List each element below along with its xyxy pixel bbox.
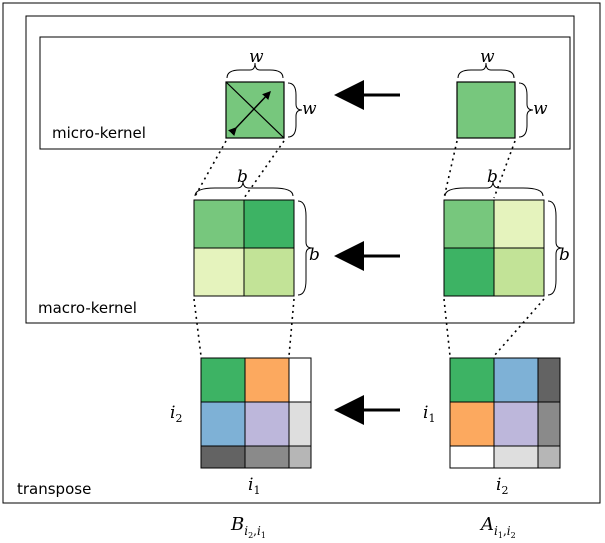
micro-kernel-frame [39, 36, 571, 150]
macro-tile-left [193, 199, 295, 297]
micro-right-side-w: w [533, 99, 548, 119]
matrix-a-cell-1-2 [537, 401, 561, 447]
matrix-a-caption: Ai1,i2 [479, 514, 516, 540]
matrix-b-cell-2-2 [288, 445, 312, 469]
matrix-b-cell-1-1 [244, 401, 290, 447]
matrix-b-cell-0-0 [200, 357, 246, 403]
micro-right-top-w: w [480, 47, 495, 67]
matrix-a-cell-2-0 [449, 445, 495, 469]
micro-left-top-brace [226, 62, 284, 79]
matrix-b-grid [200, 357, 312, 469]
matrix-a-cell-2-1 [493, 445, 539, 469]
micro-left-top-w: w [249, 47, 264, 67]
macro-right-top-b: b [487, 167, 498, 187]
matrix-b-cell-0-2 [288, 357, 312, 403]
matrix-a-row-label: i1 [423, 403, 435, 425]
matrix-a-cell-1-0 [449, 401, 495, 447]
matrix-b-cell-1-2 [288, 401, 312, 447]
transpose-label: transpose [17, 480, 91, 498]
matrix-b-cell-1-0 [200, 401, 246, 447]
matrix-a-grid [449, 357, 561, 469]
matrix-b-cell-2-1 [244, 445, 290, 469]
macro-left-side-b: b [309, 245, 320, 265]
micro-tile-right [456, 81, 516, 139]
matrix-a-col-label: i2 [496, 475, 508, 497]
macro-left-top-b: b [237, 167, 248, 187]
micro-right-side-brace [518, 82, 534, 138]
macro-kernel-label: macro-kernel [38, 299, 137, 317]
micro-right-top-brace [457, 62, 515, 79]
macro-right-side-brace [547, 200, 563, 296]
matrix-a-cell-2-2 [537, 445, 561, 469]
swap-arrow-icon [228, 90, 271, 136]
matrix-a-cell-0-0 [449, 357, 495, 403]
micro-left-side-brace [287, 82, 303, 138]
matrix-a-cell-1-1 [493, 401, 539, 447]
matrix-a-cell-0-1 [493, 357, 539, 403]
micro-tile-left [225, 81, 285, 139]
micro-kernel-label: micro-kernel [52, 124, 146, 142]
macro-tile-right [443, 199, 545, 297]
macro-left-side-brace [297, 200, 313, 296]
macro-left-top-brace [194, 180, 294, 197]
micro-macro-connectors [193, 140, 516, 199]
macro-matrix-connectors [193, 298, 545, 357]
matrix-b-cell-0-1 [244, 357, 290, 403]
matrix-b-caption: Bi2,i1 [230, 514, 266, 540]
macro-right-side-b: b [559, 245, 570, 265]
matrix-b-cell-2-0 [200, 445, 246, 469]
transpose-frame [2, 2, 601, 504]
macro-kernel-frame [25, 15, 575, 324]
macro-right-top-brace [444, 180, 544, 197]
matrix-b-col-label: i1 [248, 475, 260, 497]
micro-left-side-w: w [302, 99, 317, 119]
matrix-a-cell-0-2 [537, 357, 561, 403]
matrix-b-row-label: i2 [170, 403, 182, 425]
